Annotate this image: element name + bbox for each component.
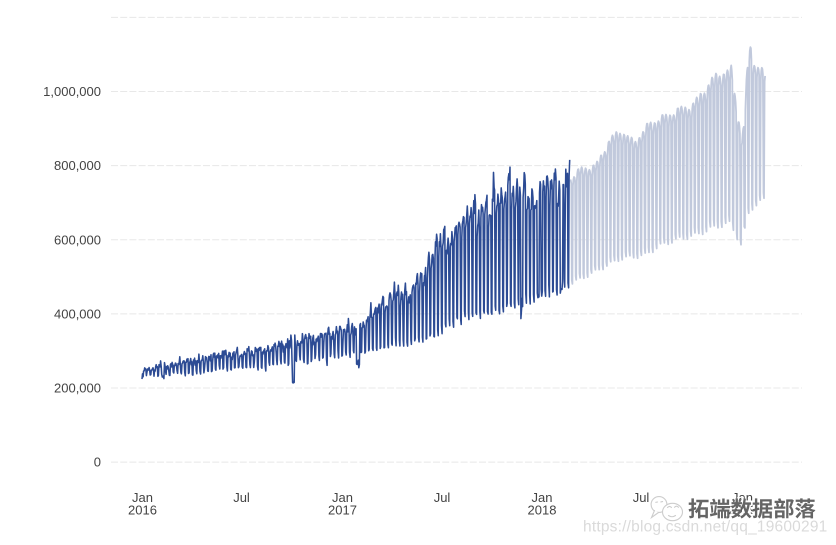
svg-text:Jul: Jul bbox=[434, 490, 451, 505]
svg-text:2017: 2017 bbox=[328, 503, 357, 518]
svg-text:Jan: Jan bbox=[332, 490, 353, 505]
svg-text:0: 0 bbox=[94, 455, 101, 470]
svg-text:800,000: 800,000 bbox=[54, 158, 101, 173]
svg-text:1,000,000: 1,000,000 bbox=[43, 84, 101, 99]
svg-text:2016: 2016 bbox=[128, 503, 157, 518]
svg-text:Jan: Jan bbox=[532, 490, 553, 505]
svg-text:400,000: 400,000 bbox=[54, 307, 101, 322]
svg-text:Jul: Jul bbox=[233, 490, 250, 505]
svg-text:600,000: 600,000 bbox=[54, 232, 101, 247]
svg-text:https://blog.csdn.net/qq_19600: https://blog.csdn.net/qq_19600291 bbox=[583, 519, 827, 536]
svg-text:Jul: Jul bbox=[633, 490, 650, 505]
svg-text:Jan: Jan bbox=[132, 490, 153, 505]
svg-text:200,000: 200,000 bbox=[54, 381, 101, 396]
svg-text:2018: 2018 bbox=[528, 503, 557, 518]
